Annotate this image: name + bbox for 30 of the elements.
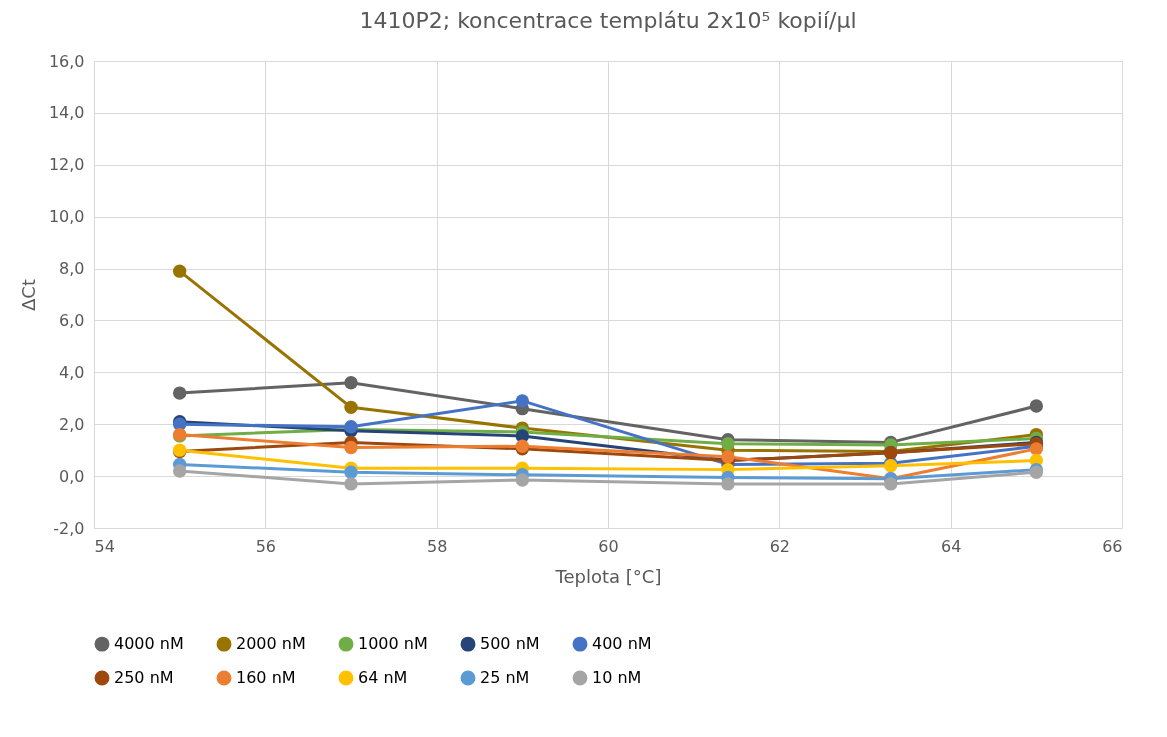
y-tick-label: 12,0 bbox=[48, 155, 85, 175]
y-tick-label: 6,0 bbox=[59, 310, 85, 330]
legend-label: 250 nM bbox=[114, 668, 174, 687]
x-tick-label: 58 bbox=[426, 536, 448, 556]
x-tick-label: 66 bbox=[1102, 536, 1123, 556]
x-tick-label: 56 bbox=[255, 536, 277, 556]
y-tick-label: 10,0 bbox=[48, 207, 85, 227]
y-tick-label: 16,0 bbox=[48, 51, 85, 71]
y-tick-label: 14,0 bbox=[48, 103, 85, 123]
legend-label: 4000 nM bbox=[114, 634, 184, 654]
y-tick-label: 0,0 bbox=[59, 466, 85, 486]
x-axis-title: Teplota [°C] bbox=[554, 565, 662, 587]
legend-label: 64 nM bbox=[358, 668, 408, 687]
y-axis-title: ΔCt bbox=[17, 279, 39, 311]
y-tick-label: 2,0 bbox=[59, 414, 85, 434]
x-tick-label: 60 bbox=[598, 536, 619, 556]
legend-label: 1000 nM bbox=[358, 634, 428, 654]
x-tick-label: 64 bbox=[940, 536, 962, 556]
x-tick-label: 62 bbox=[769, 536, 791, 556]
legend-label: 10 nM bbox=[592, 668, 642, 687]
legend-label: 160 nM bbox=[236, 668, 296, 687]
y-tick-label: 4,0 bbox=[59, 362, 85, 382]
legend-label: 2000 nM bbox=[236, 634, 306, 654]
x-tick-label: 54 bbox=[94, 536, 115, 556]
chart-title: 1410P2; koncentrace templátu 2x10⁵ kopií/µl bbox=[359, 8, 857, 33]
legend-label: 500 nM bbox=[480, 634, 540, 654]
legend-label: 25 nM bbox=[480, 668, 530, 687]
y-tick-label: 8,0 bbox=[59, 259, 85, 279]
legend-label: 400 nM bbox=[592, 634, 652, 654]
y-tick-label: -2,0 bbox=[53, 518, 85, 538]
